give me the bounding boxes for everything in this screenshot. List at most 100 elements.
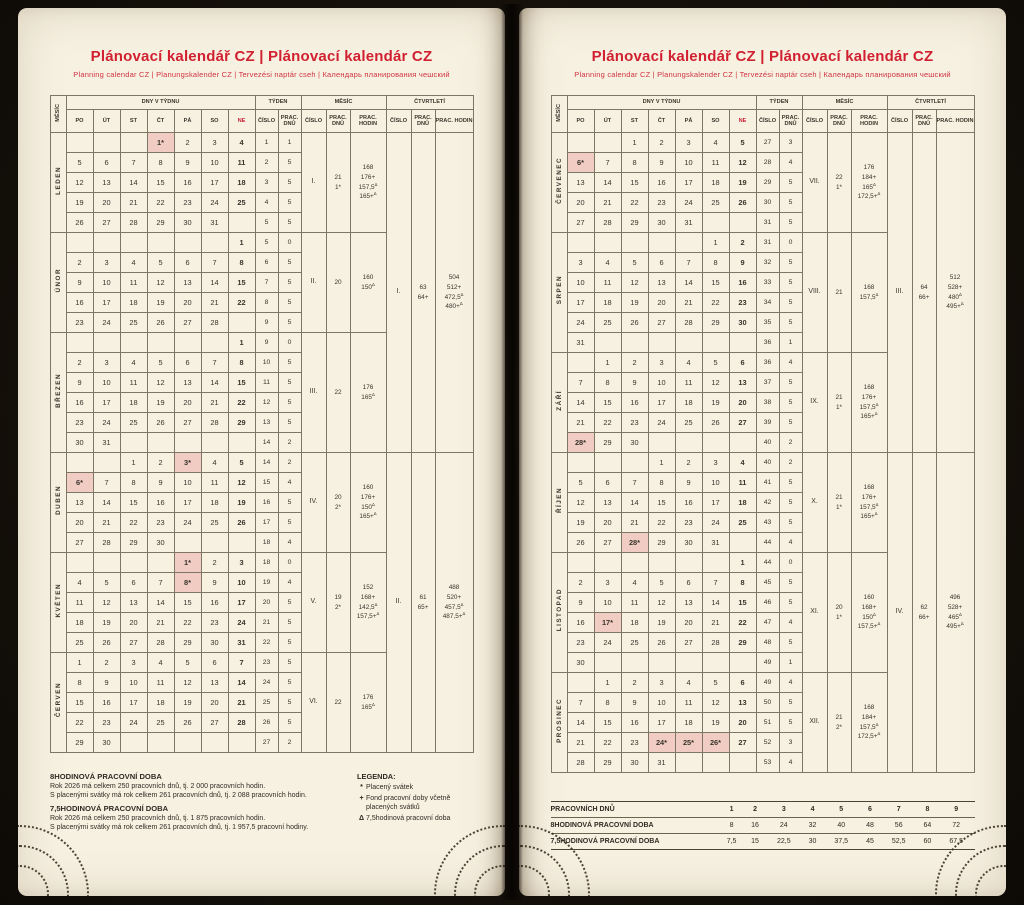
day-cell (620, 232, 649, 253)
week-workdays-cell: 5 (778, 492, 803, 513)
week-number-cell: 26 (254, 712, 279, 733)
day-cell: 18 (701, 172, 730, 193)
day-cell (593, 132, 622, 153)
month-number-cell: VII. (801, 132, 828, 233)
day-cell (173, 532, 202, 553)
day-cell: 18 (620, 612, 649, 633)
week-number-cell: 16 (254, 492, 279, 513)
week-number-cell: 15 (254, 472, 279, 493)
day-cell (119, 132, 148, 153)
day-cell: 20 (92, 192, 121, 213)
day-cell: 13 (593, 492, 622, 513)
day-cell: 10 (674, 152, 703, 173)
month-hours-cell: 176 184+ 165Δ 172,5+Δ (850, 132, 888, 233)
worktable-value: 37,5 (822, 833, 860, 850)
day-cell: 7 (146, 572, 175, 593)
day-cell: 1 (227, 332, 256, 353)
month-workdays-cell: 21 1* (826, 452, 852, 553)
day-cell: 30 (620, 432, 649, 453)
day-cell: 9 (620, 692, 649, 713)
day-cell: 21 (674, 292, 703, 313)
day-cell: 23 (200, 612, 229, 633)
week-number-cell: 48 (755, 632, 780, 653)
day-cell (65, 232, 94, 253)
day-header: NE (728, 109, 757, 133)
day-cell: 8 (146, 152, 175, 173)
week-number-cell: 49 (755, 672, 780, 693)
month-hours-cell: 176 165Δ (349, 332, 387, 453)
day-cell: 27 (674, 632, 703, 653)
day-cell (728, 212, 757, 233)
day-cell: 13 (173, 372, 202, 393)
month-workdays-cell: 20 2* (325, 452, 351, 553)
legend-item-75h: Δ 7,5hodinová pracovní doba (358, 814, 451, 822)
week-workdays-cell: 5 (778, 172, 803, 193)
day-cell: 18 (119, 392, 148, 413)
week-number-cell: 20 (254, 592, 279, 613)
legend-item-fund: + Fond pracovní doby včetně placených sv… (357, 795, 475, 813)
stat-column-header: PRAC. HODIN (434, 109, 474, 133)
week-number-cell: 9 (254, 312, 279, 333)
month-section-header: MĚSÍC (801, 95, 888, 110)
day-cell: 5 (65, 152, 94, 173)
day-cell: 28 (92, 532, 121, 553)
month-workdays-cell: 21 1* (325, 132, 351, 233)
day-cell: 18 (119, 292, 148, 313)
day-cell: 19 (146, 392, 175, 413)
day-cell: 29 (647, 532, 676, 553)
day-cell: 22 (173, 612, 202, 633)
day-cell: 21 (200, 392, 229, 413)
day-cell (227, 432, 256, 453)
day-cell: 10 (647, 692, 676, 713)
day-cell: 19 (701, 392, 730, 413)
day-cell: 8 (65, 672, 94, 693)
month-label: ČERVENEC (550, 132, 568, 233)
week-number-cell: 49 (755, 652, 780, 673)
week-number-cell: 5 (254, 232, 279, 253)
day-cell: 10 (173, 472, 202, 493)
day-cell: 27 (593, 532, 622, 553)
quarter-section-header: ČTVRTLETÍ (385, 95, 474, 110)
day-cell: 5 (173, 652, 202, 673)
week-workdays-cell: 5 (778, 392, 803, 413)
week-workdays-cell: 4 (778, 532, 803, 553)
stat-column-header: PRAC. HODIN (850, 109, 888, 133)
day-cell: 5 (227, 452, 256, 473)
day-cell: 14 (701, 592, 730, 613)
stat-column-header: ČÍSLO (254, 109, 279, 133)
day-cell: 28 (200, 312, 229, 333)
worktable-value: 4 (810, 806, 815, 813)
day-cell: 21 (620, 512, 649, 533)
perforation-dots (434, 825, 505, 896)
month-workdays-cell: 19 2* (325, 552, 351, 653)
day-cell: 3 (200, 132, 229, 153)
day-cell (200, 332, 229, 353)
day-cell: 23 (620, 732, 649, 753)
day-header: PÁ (674, 109, 703, 133)
week-workdays-cell: 5 (277, 652, 302, 673)
day-cell: 29 (146, 212, 175, 233)
day-cell: 11 (200, 472, 229, 493)
day-cell: 12 (701, 372, 730, 393)
week-number-cell: 42 (755, 492, 780, 513)
day-cell (701, 332, 730, 353)
week-workdays-cell: 5 (277, 212, 302, 233)
day-cell: 22 (146, 192, 175, 213)
week-workdays-cell: 5 (277, 152, 302, 173)
day-cell: 6* (65, 472, 94, 493)
day-cell: 5 (620, 252, 649, 273)
day-cell: 28 (674, 312, 703, 333)
day-cell (92, 232, 121, 253)
day-cell: 16 (65, 392, 94, 413)
day-cell: 4 (674, 672, 703, 693)
day-cell: 13 (200, 672, 229, 693)
day-cell: 19 (146, 292, 175, 313)
day-header: SO (200, 109, 229, 133)
week-number-cell: 37 (755, 372, 780, 393)
day-cell (701, 752, 730, 773)
day-cell: 6* (566, 152, 595, 173)
month-number-cell: I. (300, 132, 327, 233)
month-label: KVĚTEN (49, 552, 67, 653)
day-cell: 15 (227, 372, 256, 393)
day-cell: 17 (701, 492, 730, 513)
